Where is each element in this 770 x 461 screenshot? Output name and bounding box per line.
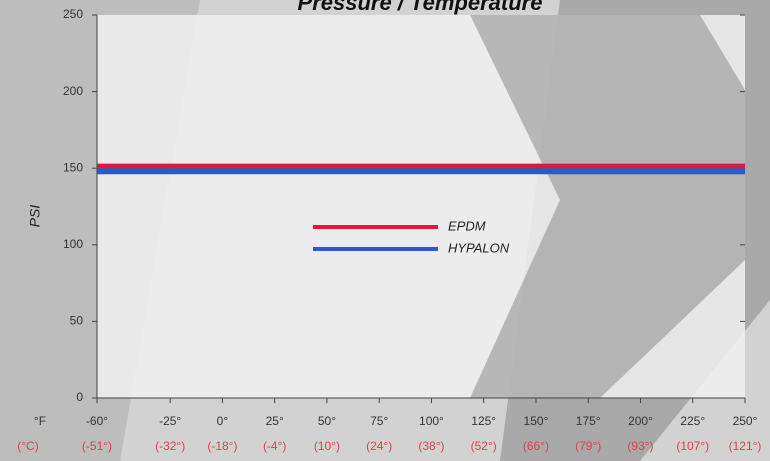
x-tick-label: 0° <box>217 414 229 428</box>
x-tick-label: 50° <box>318 414 336 428</box>
y-tick-label: 200 <box>63 84 83 98</box>
x-tick-label: 175° <box>576 414 601 428</box>
chart-title: Pressure / Temperature <box>298 0 543 15</box>
x2-tick-label: (-32°) <box>155 439 185 453</box>
y-tick-label: 150 <box>63 160 83 174</box>
x2-tick-label: (-4°) <box>263 439 286 453</box>
x-tick-label: 200° <box>628 414 653 428</box>
legend-label: HYPALON <box>448 240 510 255</box>
x-tick-label: 150° <box>524 414 549 428</box>
x2-tick-label: (107°) <box>676 439 709 453</box>
x2-unit-label: (°C) <box>17 439 38 453</box>
x2-tick-label: (79°) <box>575 439 601 453</box>
x-tick-label: 75° <box>370 414 388 428</box>
x2-tick-label: (-51°) <box>82 439 112 453</box>
x-tick-label: -60° <box>86 414 108 428</box>
x-tick-label: -25° <box>159 414 181 428</box>
x-tick-label: 225° <box>680 414 705 428</box>
x2-tick-label: (38°) <box>418 439 444 453</box>
x2-tick-label: (66°) <box>523 439 549 453</box>
x2-tick-label: (93°) <box>627 439 653 453</box>
y-tick-label: 250 <box>63 7 83 21</box>
x-tick-label: 100° <box>419 414 444 428</box>
x2-tick-label: (121°) <box>729 439 762 453</box>
x-tick-label: 250° <box>733 414 758 428</box>
y-tick-label: 0 <box>76 390 83 404</box>
x2-tick-label: (-18°) <box>207 439 237 453</box>
plot-area <box>97 15 745 398</box>
y-tick-label: 50 <box>70 314 84 328</box>
y-tick-label: 100 <box>63 237 83 251</box>
x2-tick-label: (24°) <box>366 439 392 453</box>
background-shape <box>470 15 745 398</box>
x-unit-label: °F <box>34 414 46 428</box>
x2-tick-label: (52°) <box>471 439 497 453</box>
x-tick-label: 25° <box>266 414 284 428</box>
x-tick-label: 125° <box>471 414 496 428</box>
legend-label: EPDM <box>448 218 486 233</box>
x2-tick-label: (10°) <box>314 439 340 453</box>
y-axis-label: PSI <box>27 205 43 228</box>
